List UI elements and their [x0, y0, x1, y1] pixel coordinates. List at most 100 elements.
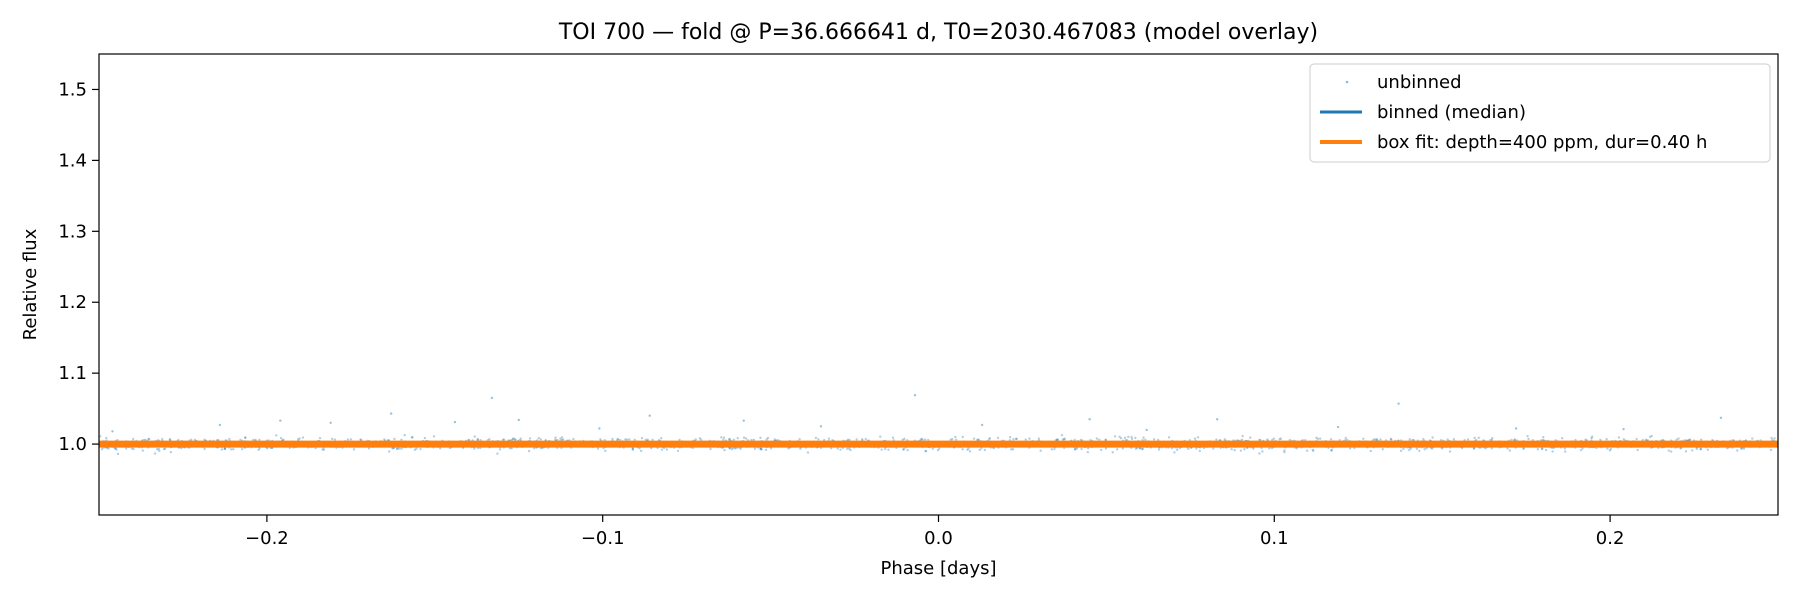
unbinned-point: [639, 449, 643, 453]
unbinned-point: [1742, 447, 1746, 450]
unbinned-point: [411, 436, 414, 439]
unbinned-point: [1329, 438, 1333, 441]
unbinned-point: [864, 437, 867, 441]
unbinned-point: [1305, 449, 1309, 452]
unbinned-point: [750, 438, 753, 442]
unbinned-point: [130, 447, 134, 450]
unbinned-point: [1295, 447, 1298, 450]
unbinned-point: [1644, 438, 1648, 441]
x-tick-label: −0.1: [581, 528, 625, 549]
unbinned-point: [972, 437, 976, 440]
unbinned-point: [978, 448, 981, 452]
unbinned-point: [848, 447, 851, 450]
unbinned-point: [759, 448, 762, 451]
unbinned-point: [1130, 435, 1133, 439]
unbinned-point: [846, 438, 850, 442]
unbinned-point: [723, 448, 726, 452]
unbinned-point: [836, 447, 839, 450]
unbinned-point: [1508, 449, 1512, 452]
unbinned-point: [330, 437, 334, 441]
unbinned-point: [1142, 436, 1145, 439]
y-tick-label: 1.1: [58, 363, 87, 384]
unbinned-point: [1609, 447, 1613, 451]
unbinned-point: [1061, 438, 1065, 441]
unbinned-point: [616, 437, 620, 441]
unbinned-point: [391, 447, 394, 450]
unbinned-point: [1526, 435, 1529, 438]
unbinned-point: [694, 438, 697, 441]
unbinned-point: [855, 438, 858, 441]
unbinned-point: [279, 436, 283, 440]
unbinned-outlier-point: [329, 421, 332, 424]
unbinned-point: [1448, 450, 1452, 453]
unbinned-point: [496, 452, 499, 455]
unbinned-point: [158, 449, 161, 453]
unbinned-outlier-point: [742, 419, 745, 422]
unbinned-point: [1605, 438, 1608, 441]
unbinned-point: [728, 437, 731, 441]
unbinned-point: [1073, 448, 1077, 451]
unbinned-outlier-point: [1622, 427, 1625, 431]
unbinned-point: [1423, 448, 1426, 451]
unbinned-point: [976, 438, 979, 442]
unbinned-point: [1679, 447, 1682, 450]
unbinned-point: [1015, 437, 1018, 441]
unbinned-point: [266, 447, 269, 450]
unbinned-point: [967, 447, 970, 450]
unbinned-point: [739, 447, 742, 450]
unbinned-point: [1695, 447, 1698, 450]
unbinned-point: [1551, 450, 1554, 453]
unbinned-point: [983, 448, 987, 452]
unbinned-point: [1239, 449, 1243, 452]
unbinned-point: [193, 438, 197, 442]
unbinned-point: [736, 436, 739, 440]
unbinned-point: [660, 448, 664, 451]
unbinned-point: [1140, 447, 1144, 451]
unbinned-point: [1441, 447, 1444, 450]
unbinned-point: [1544, 448, 1548, 452]
unbinned-point: [1119, 436, 1123, 440]
unbinned-point: [1560, 437, 1564, 440]
unbinned-point: [383, 438, 386, 441]
unbinned-point: [849, 448, 852, 452]
unbinned-point: [1635, 437, 1638, 441]
unbinned-point: [1249, 436, 1252, 439]
unbinned-point: [846, 447, 849, 450]
unbinned-point: [1726, 447, 1729, 450]
unbinned-point: [107, 447, 110, 450]
unbinned-point: [1369, 449, 1372, 453]
unbinned-point: [275, 434, 278, 437]
unbinned-point: [1134, 436, 1137, 440]
unbinned-point: [624, 438, 627, 441]
unbinned-point: [1104, 438, 1107, 441]
unbinned-point: [920, 437, 923, 441]
unbinned-point: [860, 438, 864, 441]
unbinned-outlier-point: [279, 419, 282, 422]
unbinned-point: [244, 436, 247, 440]
unbinned-point: [798, 438, 801, 441]
unbinned-point: [1513, 438, 1516, 441]
unbinned-point: [936, 448, 940, 452]
unbinned-point: [476, 438, 480, 441]
unbinned-point: [539, 438, 542, 441]
unbinned-point: [923, 438, 927, 441]
unbinned-point: [966, 448, 969, 451]
unbinned-point: [1375, 437, 1379, 441]
unbinned-outlier-point: [1145, 428, 1148, 432]
unbinned-point: [631, 447, 635, 451]
unbinned-point: [829, 447, 833, 450]
unbinned-point: [132, 437, 135, 441]
unbinned-point: [163, 447, 167, 450]
unbinned-point: [239, 438, 242, 442]
unbinned-point: [759, 447, 763, 451]
unbinned-point: [1060, 433, 1064, 437]
unbinned-point: [728, 438, 731, 441]
unbinned-point: [1316, 437, 1320, 441]
unbinned-outlier-point: [1336, 425, 1340, 429]
unbinned-point: [814, 436, 818, 440]
unbinned-point: [572, 437, 575, 441]
unbinned-point: [1080, 447, 1083, 451]
unbinned-point: [744, 437, 748, 440]
unbinned-point: [1223, 438, 1227, 441]
unbinned-point: [1141, 447, 1145, 450]
